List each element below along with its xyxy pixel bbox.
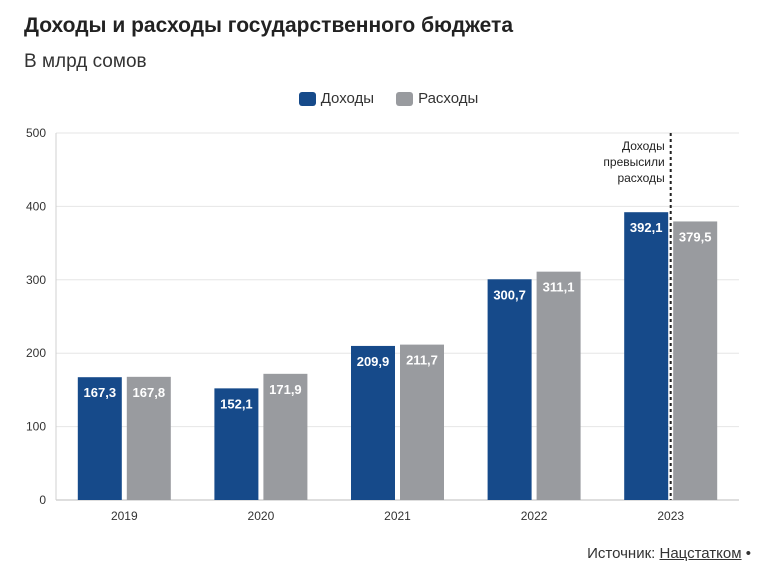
source-note: Источник: Нацстатком •: [587, 545, 751, 562]
data-label: 211,7: [406, 353, 438, 368]
bar-expense: [536, 271, 581, 500]
legend-label-income: Доходы: [320, 90, 375, 107]
data-label: 311,1: [543, 280, 575, 295]
x-tick-label: 2021: [384, 509, 411, 523]
legend-item-income: Доходы: [298, 90, 375, 107]
legend-swatch-income: [298, 91, 316, 106]
bar-expense: [126, 376, 171, 500]
bar-income: [624, 212, 669, 500]
legend-swatch-expense: [396, 91, 414, 106]
data-label: 167,8: [133, 385, 166, 400]
x-tick-label: 2022: [521, 509, 548, 523]
data-label: 152,1: [220, 396, 253, 411]
data-label: 392,1: [630, 220, 663, 235]
chart-title: Доходы и расходы государственного бюджет…: [24, 14, 514, 37]
bar-income: [214, 388, 259, 500]
annotation-text: расходы: [617, 171, 664, 185]
y-tick-label: 500: [26, 126, 46, 140]
source-bullet: •: [745, 545, 751, 562]
y-tick-label: 100: [26, 420, 46, 434]
x-tick-label: 2020: [248, 509, 275, 523]
legend-label-expense: Расходы: [418, 90, 479, 107]
x-tick-label: 2019: [111, 509, 138, 523]
chart-subtitle: В млрд сомов: [24, 51, 147, 72]
data-label: 379,5: [679, 229, 712, 244]
y-tick-label: 0: [39, 493, 46, 507]
bar-income: [77, 377, 122, 500]
source-label: Источник:: [587, 545, 656, 562]
x-tick-label: 2023: [657, 509, 684, 523]
data-label: 300,7: [493, 287, 526, 302]
data-label: 167,3: [84, 385, 117, 400]
bar-expense: [673, 221, 718, 500]
bar-income: [487, 279, 532, 500]
data-label: 209,9: [357, 354, 390, 369]
source-link[interactable]: Нацстатком: [659, 545, 742, 562]
y-tick-label: 400: [26, 199, 46, 213]
bar-income: [351, 345, 395, 500]
annotation-text: Доходы: [622, 139, 665, 153]
bar-expense: [263, 373, 308, 500]
legend-item-expense: Расходы: [396, 90, 478, 107]
annotation-text: превысили: [603, 155, 664, 169]
bar-expense: [400, 344, 444, 500]
y-tick-label: 300: [26, 273, 46, 287]
legend: Доходы Расходы: [0, 90, 777, 107]
data-label: 171,9: [269, 382, 302, 397]
y-tick-label: 200: [26, 346, 46, 360]
